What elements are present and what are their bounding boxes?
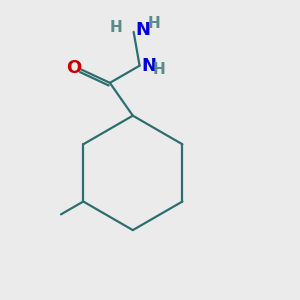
Text: N: N: [141, 57, 156, 75]
Text: H: H: [110, 20, 122, 35]
Text: H: H: [147, 16, 160, 31]
Text: N: N: [135, 21, 150, 39]
Text: H: H: [153, 62, 166, 77]
Text: O: O: [67, 59, 82, 77]
